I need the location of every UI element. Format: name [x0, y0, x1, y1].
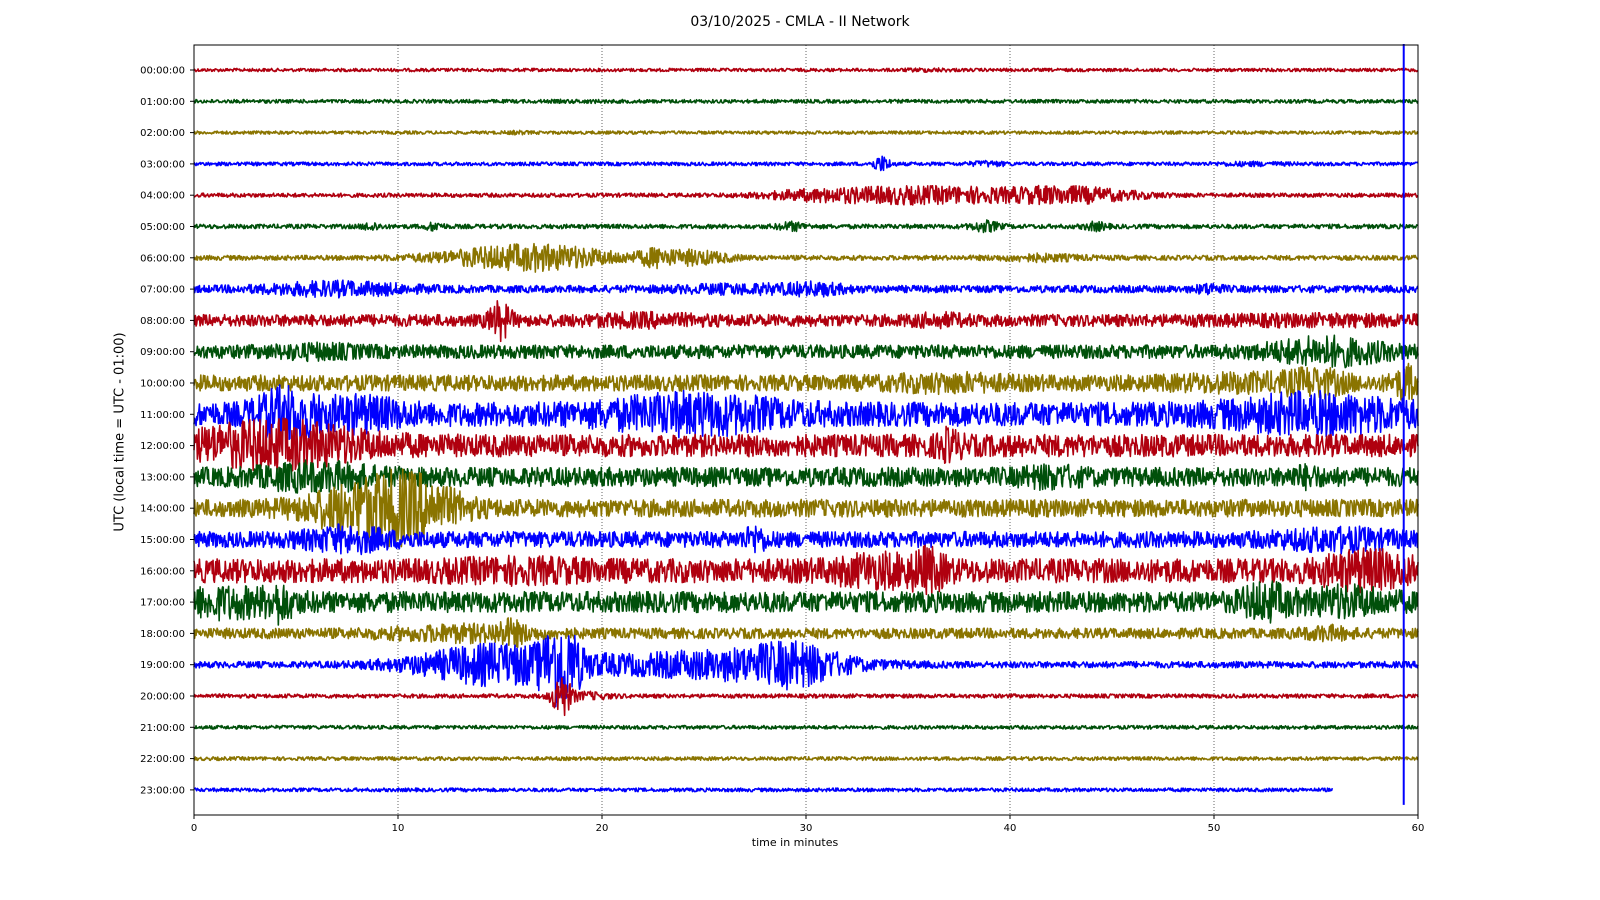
row-label-02:00:00: 02:00:00	[140, 128, 185, 139]
row-label-03:00:00: 03:00:00	[140, 159, 185, 170]
row-label-05:00:00: 05:00:00	[140, 222, 185, 233]
trace-row-14:00:00	[193, 468, 1419, 548]
row-label-16:00:00: 16:00:00	[140, 566, 185, 577]
trace-row-12:00:00	[193, 417, 1419, 473]
row-label-14:00:00: 14:00:00	[140, 504, 185, 515]
trace-row-11:00:00	[193, 384, 1419, 443]
trace-row-05:00:00	[193, 219, 1419, 234]
x-tick-label: 0	[191, 823, 197, 834]
trace-row-10:00:00	[193, 362, 1419, 401]
trace-row-23:00:00	[193, 787, 1334, 793]
trace-row-22:00:00	[193, 756, 1419, 762]
x-tick-label: 50	[1208, 823, 1221, 834]
row-label-13:00:00: 13:00:00	[140, 472, 185, 483]
trace-row-04:00:00	[193, 184, 1419, 206]
row-label-17:00:00: 17:00:00	[140, 598, 185, 609]
row-label-18:00:00: 18:00:00	[140, 629, 185, 640]
row-label-07:00:00: 07:00:00	[140, 285, 185, 296]
row-label-00:00:00: 00:00:00	[140, 66, 185, 77]
trace-row-18:00:00	[193, 617, 1419, 648]
trace-row-07:00:00	[193, 279, 1419, 299]
row-label-08:00:00: 08:00:00	[140, 316, 185, 327]
trace-row-17:00:00	[193, 580, 1419, 626]
row-label-22:00:00: 22:00:00	[140, 754, 185, 765]
row-label-15:00:00: 15:00:00	[140, 535, 185, 546]
trace-row-01:00:00	[193, 98, 1419, 105]
x-tick-label: 30	[800, 823, 813, 834]
x-tick-label: 20	[596, 823, 609, 834]
row-label-20:00:00: 20:00:00	[140, 692, 185, 703]
row-label-09:00:00: 09:00:00	[140, 347, 185, 358]
trace-row-16:00:00	[193, 544, 1419, 596]
x-tick-labels: 0 10 20 30 40 50 60	[191, 815, 1425, 834]
row-label-23:00:00: 23:00:00	[140, 785, 185, 796]
trace-row-02:00:00	[193, 129, 1419, 136]
trace-row-13:00:00	[193, 459, 1419, 494]
x-axis-label: time in minutes	[751, 836, 839, 849]
row-label-01:00:00: 01:00:00	[140, 97, 185, 108]
seismic-traces	[193, 67, 1419, 793]
row-label-06:00:00: 06:00:00	[140, 253, 185, 264]
trace-row-15:00:00	[193, 523, 1419, 556]
trace-row-03:00:00	[193, 155, 1419, 172]
row-label-19:00:00: 19:00:00	[140, 660, 185, 671]
trace-row-20:00:00	[193, 677, 1419, 717]
row-label-10:00:00: 10:00:00	[140, 379, 185, 390]
chart-title: 03/10/2025 - CMLA - II Network	[690, 14, 910, 30]
x-tick-label: 40	[1004, 823, 1017, 834]
trace-row-00:00:00	[193, 67, 1419, 74]
trace-row-19:00:00	[193, 634, 1419, 708]
row-label-04:00:00: 04:00:00	[140, 191, 185, 202]
row-label-21:00:00: 21:00:00	[140, 723, 185, 734]
trace-row-06:00:00	[193, 242, 1419, 273]
grid-lines	[397, 45, 1215, 815]
trace-row-08:00:00	[193, 300, 1419, 343]
trace-row-09:00:00	[193, 334, 1419, 369]
x-tick-label: 10	[392, 823, 405, 834]
trace-row-21:00:00	[193, 724, 1419, 730]
x-tick-label: 60	[1412, 823, 1425, 834]
row-label-11:00:00: 11:00:00	[140, 410, 185, 421]
row-label-12:00:00: 12:00:00	[140, 441, 185, 452]
y-tick-labels: 00:00:00 01:00:00 02:00:00 03:00:00 04:00:00…	[140, 66, 194, 796]
